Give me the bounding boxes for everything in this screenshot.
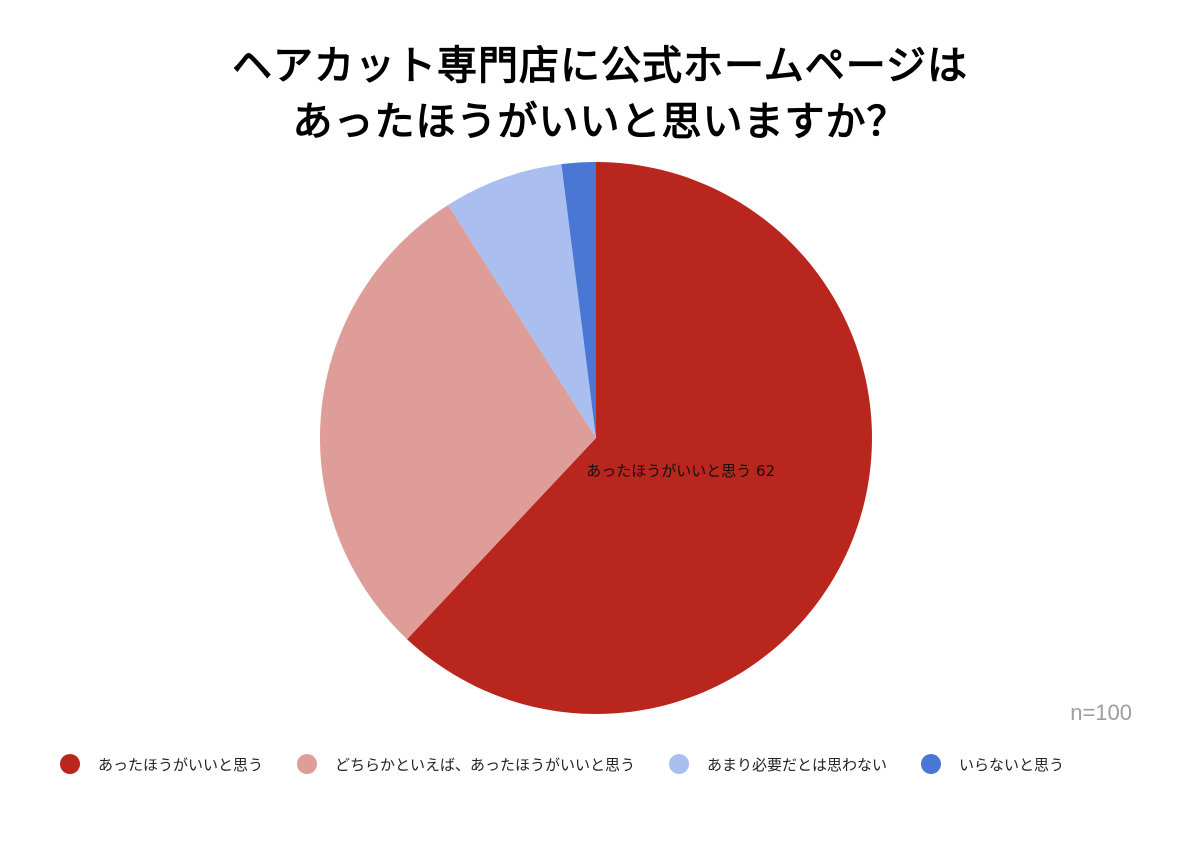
legend-swatch-2 bbox=[669, 754, 690, 774]
legend-label-2: あまり必要だとは思わない bbox=[707, 755, 888, 774]
sample-size-label: n=100 bbox=[1070, 700, 1132, 725]
legend-label-3: いらないと思う bbox=[959, 755, 1065, 774]
legend-swatch-1 bbox=[297, 754, 318, 774]
chart-title-line-2: あったほうがいいと思いますか？ bbox=[292, 99, 908, 145]
legend-swatch-0 bbox=[60, 754, 80, 774]
chart-title-line-1: ヘアカット専門店に公式ホームページは bbox=[232, 43, 968, 89]
legend-item-3[interactable]: いらないと思う bbox=[921, 754, 1064, 775]
pie-slice-2[interactable] bbox=[448, 164, 596, 438]
legend-label-1: どちらかといえば、あったほうがいいと思う bbox=[335, 755, 636, 774]
chart-title: ヘアカット専門店に公式ホームページは あったほうがいいと思いますか？ bbox=[0, 38, 1200, 150]
legend-item-0[interactable]: あったほうがいいと思う bbox=[60, 754, 263, 775]
pie-slice-3[interactable] bbox=[561, 162, 596, 438]
legend-swatch-3 bbox=[921, 754, 942, 774]
legend: あったほうがいいと思う どちらかといえば、あったほうがいいと思う あまり必要だと… bbox=[60, 750, 1098, 778]
legend-item-2[interactable]: あまり必要だとは思わない bbox=[669, 754, 887, 775]
pie-slice-1[interactable] bbox=[319, 204, 596, 640]
legend-label-0: あったほうがいいと思う bbox=[98, 755, 264, 774]
legend-item-1[interactable]: どちらかといえば、あったほうがいいと思う bbox=[297, 754, 635, 775]
pie-slice-0[interactable] bbox=[407, 162, 872, 715]
pie-data-label-0: あったほうがいいと思う 62 bbox=[586, 462, 775, 480]
